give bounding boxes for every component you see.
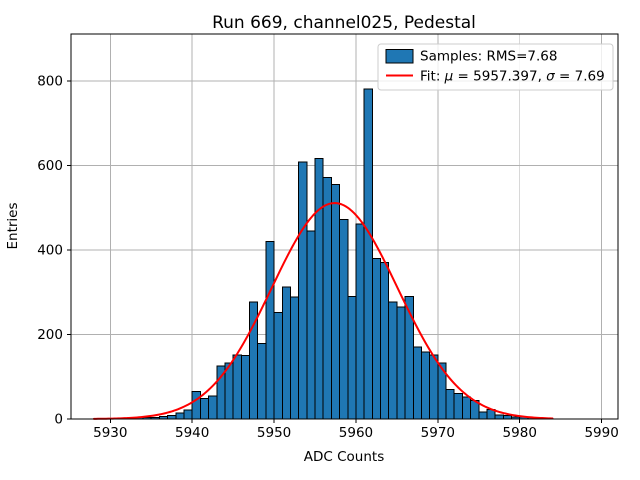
histogram-bar xyxy=(183,409,193,420)
histogram-bar xyxy=(388,301,398,420)
axes-frame-layer xyxy=(70,33,619,420)
histogram-bar xyxy=(257,342,267,420)
histogram-bar xyxy=(404,295,414,420)
histogram-bar xyxy=(420,351,431,420)
histogram-bar xyxy=(429,354,439,420)
chart-title: Run 669, channel025, Pedestal xyxy=(212,13,476,33)
x-tick-label: 5950 xyxy=(257,425,291,441)
fit-curve-layer xyxy=(92,202,554,420)
x-tick-label: 5980 xyxy=(503,425,537,441)
x-tick-label: 5990 xyxy=(584,425,618,441)
histogram-bar xyxy=(347,295,357,420)
histogram-bar xyxy=(298,161,308,420)
histogram-bar xyxy=(355,223,365,420)
histogram-bar xyxy=(314,158,324,420)
histogram-bar xyxy=(167,415,177,420)
histogram-bar xyxy=(453,393,463,420)
histogram-bar xyxy=(306,230,316,420)
fit-curve xyxy=(92,202,554,420)
x-axis-label: ADC Counts xyxy=(304,449,384,465)
histogram-bar xyxy=(445,388,455,420)
histogram-bar xyxy=(478,411,488,420)
histogram-bar xyxy=(191,391,201,420)
histogram-bar xyxy=(330,183,341,420)
y-tick-label: 600 xyxy=(37,158,63,174)
histogram-bar xyxy=(265,241,275,420)
x-tick-label: 5960 xyxy=(339,425,373,441)
histogram-bar xyxy=(494,414,504,420)
histogram-bar xyxy=(240,355,251,420)
axes-frame xyxy=(70,33,619,420)
x-tick-label: 5940 xyxy=(175,425,209,441)
histogram-bar xyxy=(363,88,373,420)
histogram-bars xyxy=(101,88,553,420)
histogram-bar xyxy=(461,396,472,420)
histogram-bar xyxy=(412,346,422,420)
histogram-bar xyxy=(289,296,300,420)
y-tick-label: 400 xyxy=(37,242,63,258)
legend: Samples: RMS=7.68 Fit: μ = 5957.397, σ = … xyxy=(377,43,614,91)
histogram-bar xyxy=(208,395,218,420)
y-tick-label: 200 xyxy=(37,327,63,343)
y-axis-label: Entries xyxy=(5,202,21,249)
histogram-bar xyxy=(371,257,382,420)
ticks-layer: 5930 5940 5950 5960 5970 5980 5990 0 200 400 600 80… xyxy=(37,73,619,441)
histogram-bar xyxy=(273,312,283,420)
legend-fit-label: Fit: μ = 5957.397, σ = 7.69 xyxy=(420,69,605,85)
histogram-bar xyxy=(380,262,390,420)
x-tick-label: 5970 xyxy=(421,425,455,441)
y-tick-label: 0 xyxy=(54,412,63,428)
legend-box xyxy=(377,43,614,91)
histogram-bar xyxy=(396,306,406,420)
histogram-bar xyxy=(199,398,210,420)
histogram-bar xyxy=(339,219,349,420)
histogram-bar xyxy=(281,286,291,420)
histogram-bar xyxy=(232,354,242,420)
legend-sample-patch xyxy=(385,49,414,64)
histogram-bar xyxy=(322,177,332,420)
y-tick-label: 800 xyxy=(37,73,63,89)
x-tick-label: 5930 xyxy=(93,425,127,441)
histogram-bar xyxy=(502,415,513,420)
legend-samples-label: Samples: RMS=7.68 xyxy=(420,49,557,65)
histogram-bar xyxy=(175,412,185,420)
